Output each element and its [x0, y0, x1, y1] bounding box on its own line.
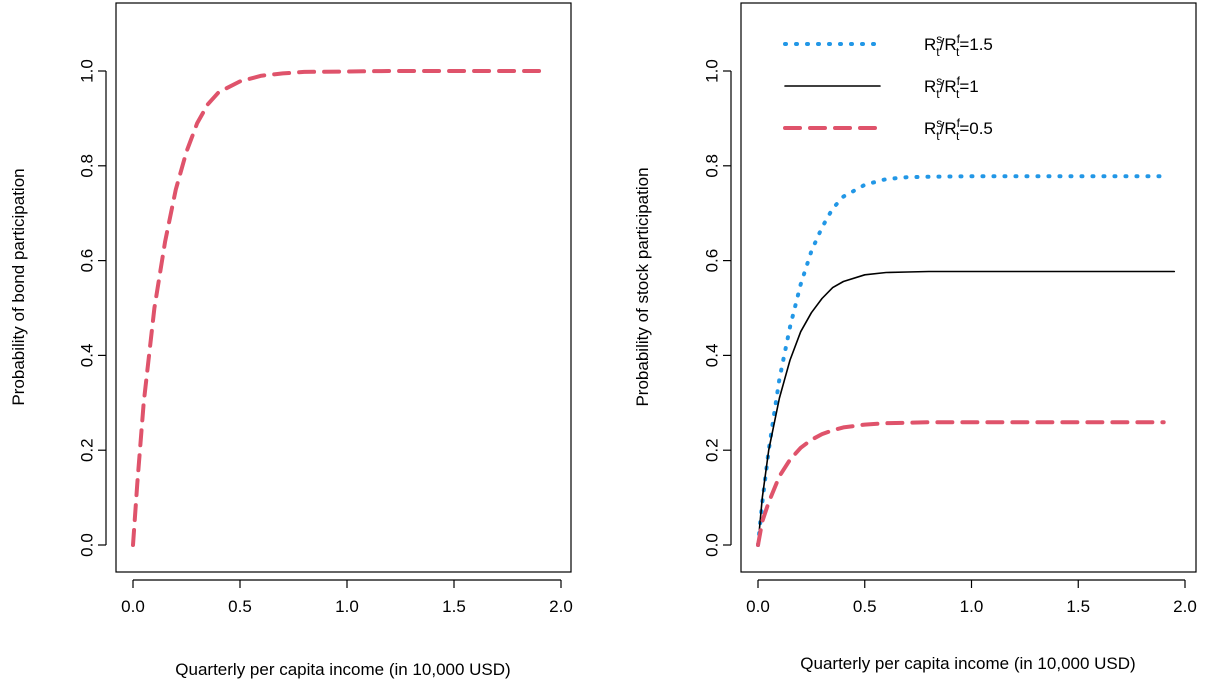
legend-label-part: =0.5 — [959, 119, 993, 138]
x-tick-label: 0.0 — [121, 597, 145, 616]
x-tick-label: 0.5 — [853, 597, 877, 616]
y-tick-label: 0.2 — [702, 438, 721, 462]
legend-label-part: s — [936, 74, 942, 88]
legend-label-part: =1 — [959, 77, 978, 96]
legend-label-part: =1.5 — [959, 35, 993, 54]
x-tick-label: 0.5 — [228, 597, 252, 616]
y-axis-label: Probability of bond participation — [9, 168, 28, 405]
legend-label-part: t — [936, 87, 940, 101]
series-line-0 — [131, 69, 542, 547]
y-tick-label: 0.6 — [702, 249, 721, 273]
x-tick-label: 2.0 — [1173, 597, 1197, 616]
legend-label-part: t — [936, 129, 940, 143]
x-tick-label: 1.0 — [960, 597, 984, 616]
legend-label-part: s — [936, 32, 942, 46]
legend-label-part: /R — [940, 77, 957, 96]
x-tick-label: 0.0 — [746, 597, 770, 616]
x-axis: 0.0 0.5 1.0 1.5 2.0 — [121, 579, 573, 616]
y-tick-label: 0.4 — [77, 344, 96, 368]
bond-participation-panel: 0.0 0.5 1.0 1.5 2.0 0.0 0.2 0.4 0.6 0.8 1.0 Quart… — [9, 2, 573, 679]
legend-label-part: R — [924, 119, 936, 138]
series-line-1 — [757, 270, 1176, 546]
x-tick-label: 1.5 — [1066, 597, 1090, 616]
legend-label-part: s — [936, 116, 942, 130]
series-line-0 — [756, 174, 1166, 547]
y-tick-label: 0.0 — [702, 533, 721, 557]
y-tick-label: 1.0 — [702, 59, 721, 83]
y-tick-label: 0.6 — [77, 249, 96, 273]
x-axis-label: Quarterly per capita income (in 10,000 U… — [800, 654, 1135, 673]
x-tick-label: 2.0 — [549, 597, 573, 616]
legend-label-2: Rs t/Rf t=0.5 — [924, 116, 993, 143]
legend: Rs t/Rf t=1.5Rs t/Rf t=1Rs t/Rf t=0.5 — [783, 32, 993, 143]
legend-label-part: f — [957, 116, 961, 130]
stock-participation-panel: 0.0 0.5 1.0 1.5 2.0 0.0 0.2 0.4 0.6 0.8 1.0 Quart… — [633, 2, 1197, 673]
legend-label-0: Rs t/Rf t=1.5 — [924, 32, 993, 59]
legend-label-part: t — [936, 45, 940, 59]
x-axis-label: Quarterly per capita income (in 10,000 U… — [175, 660, 510, 679]
legend-label-part: f — [957, 74, 961, 88]
x-axis: 0.0 0.5 1.0 1.5 2.0 — [746, 579, 1197, 616]
y-tick-label: 0.0 — [77, 533, 96, 557]
legend-label-part: /R — [940, 119, 957, 138]
legend-label-part: t — [956, 87, 960, 101]
legend-label-part: f — [957, 32, 961, 46]
y-tick-label: 0.2 — [77, 438, 96, 462]
series-line-2 — [756, 420, 1166, 547]
legend-label-1: Rs t/Rf t=1 — [924, 74, 979, 101]
series-lines — [756, 174, 1176, 547]
y-tick-label: 0.8 — [77, 154, 96, 178]
y-tick-label: 1.0 — [77, 59, 96, 83]
y-axis: 0.0 0.2 0.4 0.6 0.8 1.0 — [77, 59, 107, 557]
y-tick-label: 0.4 — [702, 344, 721, 368]
x-tick-label: 1.5 — [442, 597, 466, 616]
plot-frame — [115, 2, 572, 573]
y-axis-label: Probability of stock participation — [633, 167, 652, 406]
y-axis: 0.0 0.2 0.4 0.6 0.8 1.0 — [702, 59, 732, 557]
legend-label-part: /R — [940, 35, 957, 54]
legend-label-part: t — [956, 129, 960, 143]
legend-label-part: R — [924, 35, 936, 54]
y-tick-label: 0.8 — [702, 154, 721, 178]
legend-label-part: R — [924, 77, 936, 96]
x-tick-label: 1.0 — [335, 597, 359, 616]
plot-frame — [740, 2, 1197, 573]
legend-label-part: t — [956, 45, 960, 59]
series-lines — [131, 69, 542, 547]
